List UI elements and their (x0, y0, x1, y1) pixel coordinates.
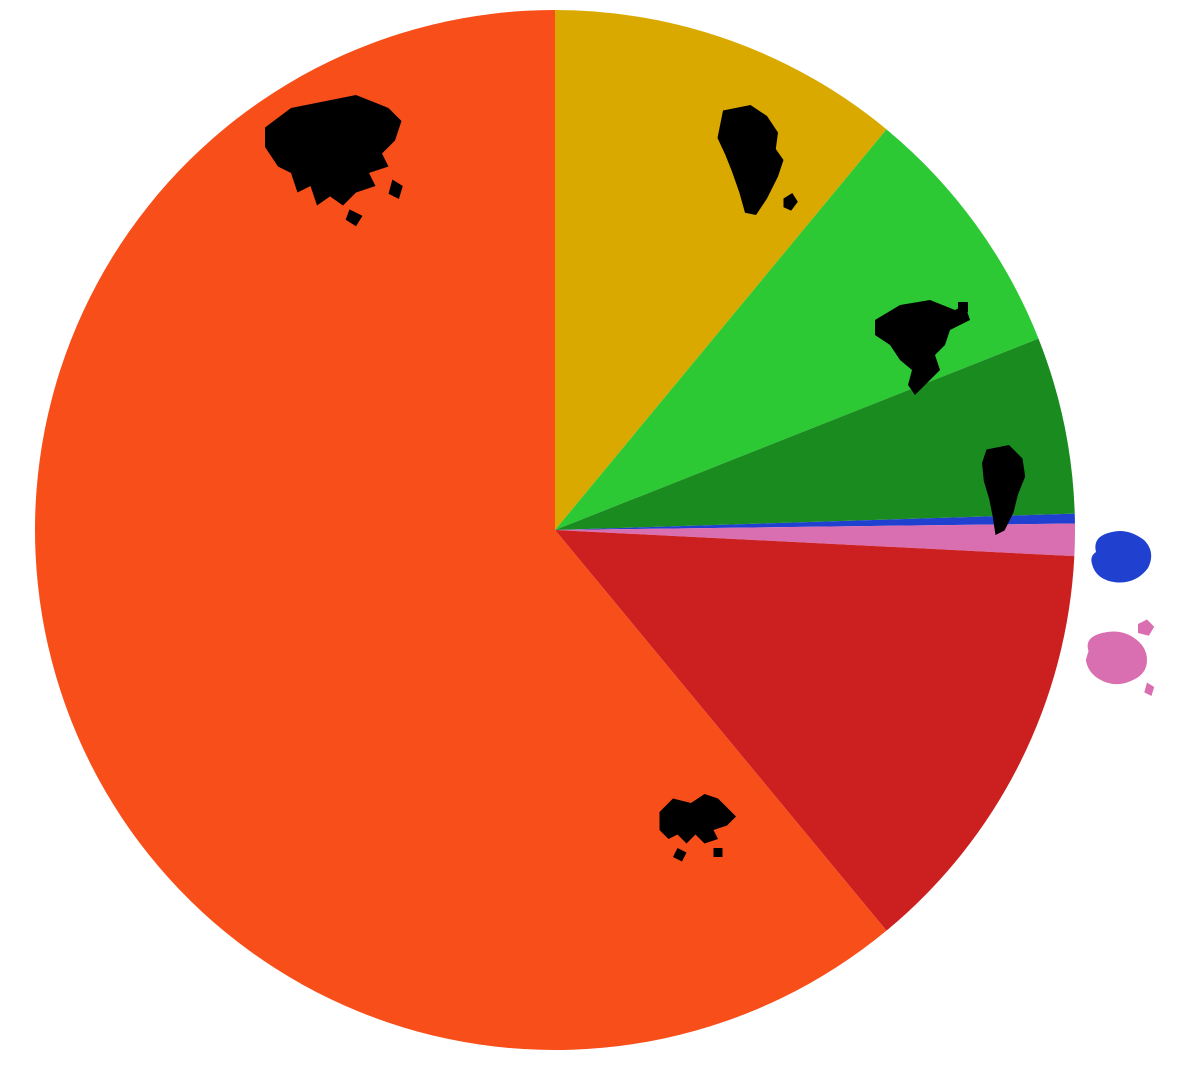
antarctica-icon (1091, 531, 1151, 583)
continent-population-pie (0, 0, 1200, 1071)
pie-slices (35, 10, 1075, 1050)
oceania-icon (1086, 620, 1154, 697)
